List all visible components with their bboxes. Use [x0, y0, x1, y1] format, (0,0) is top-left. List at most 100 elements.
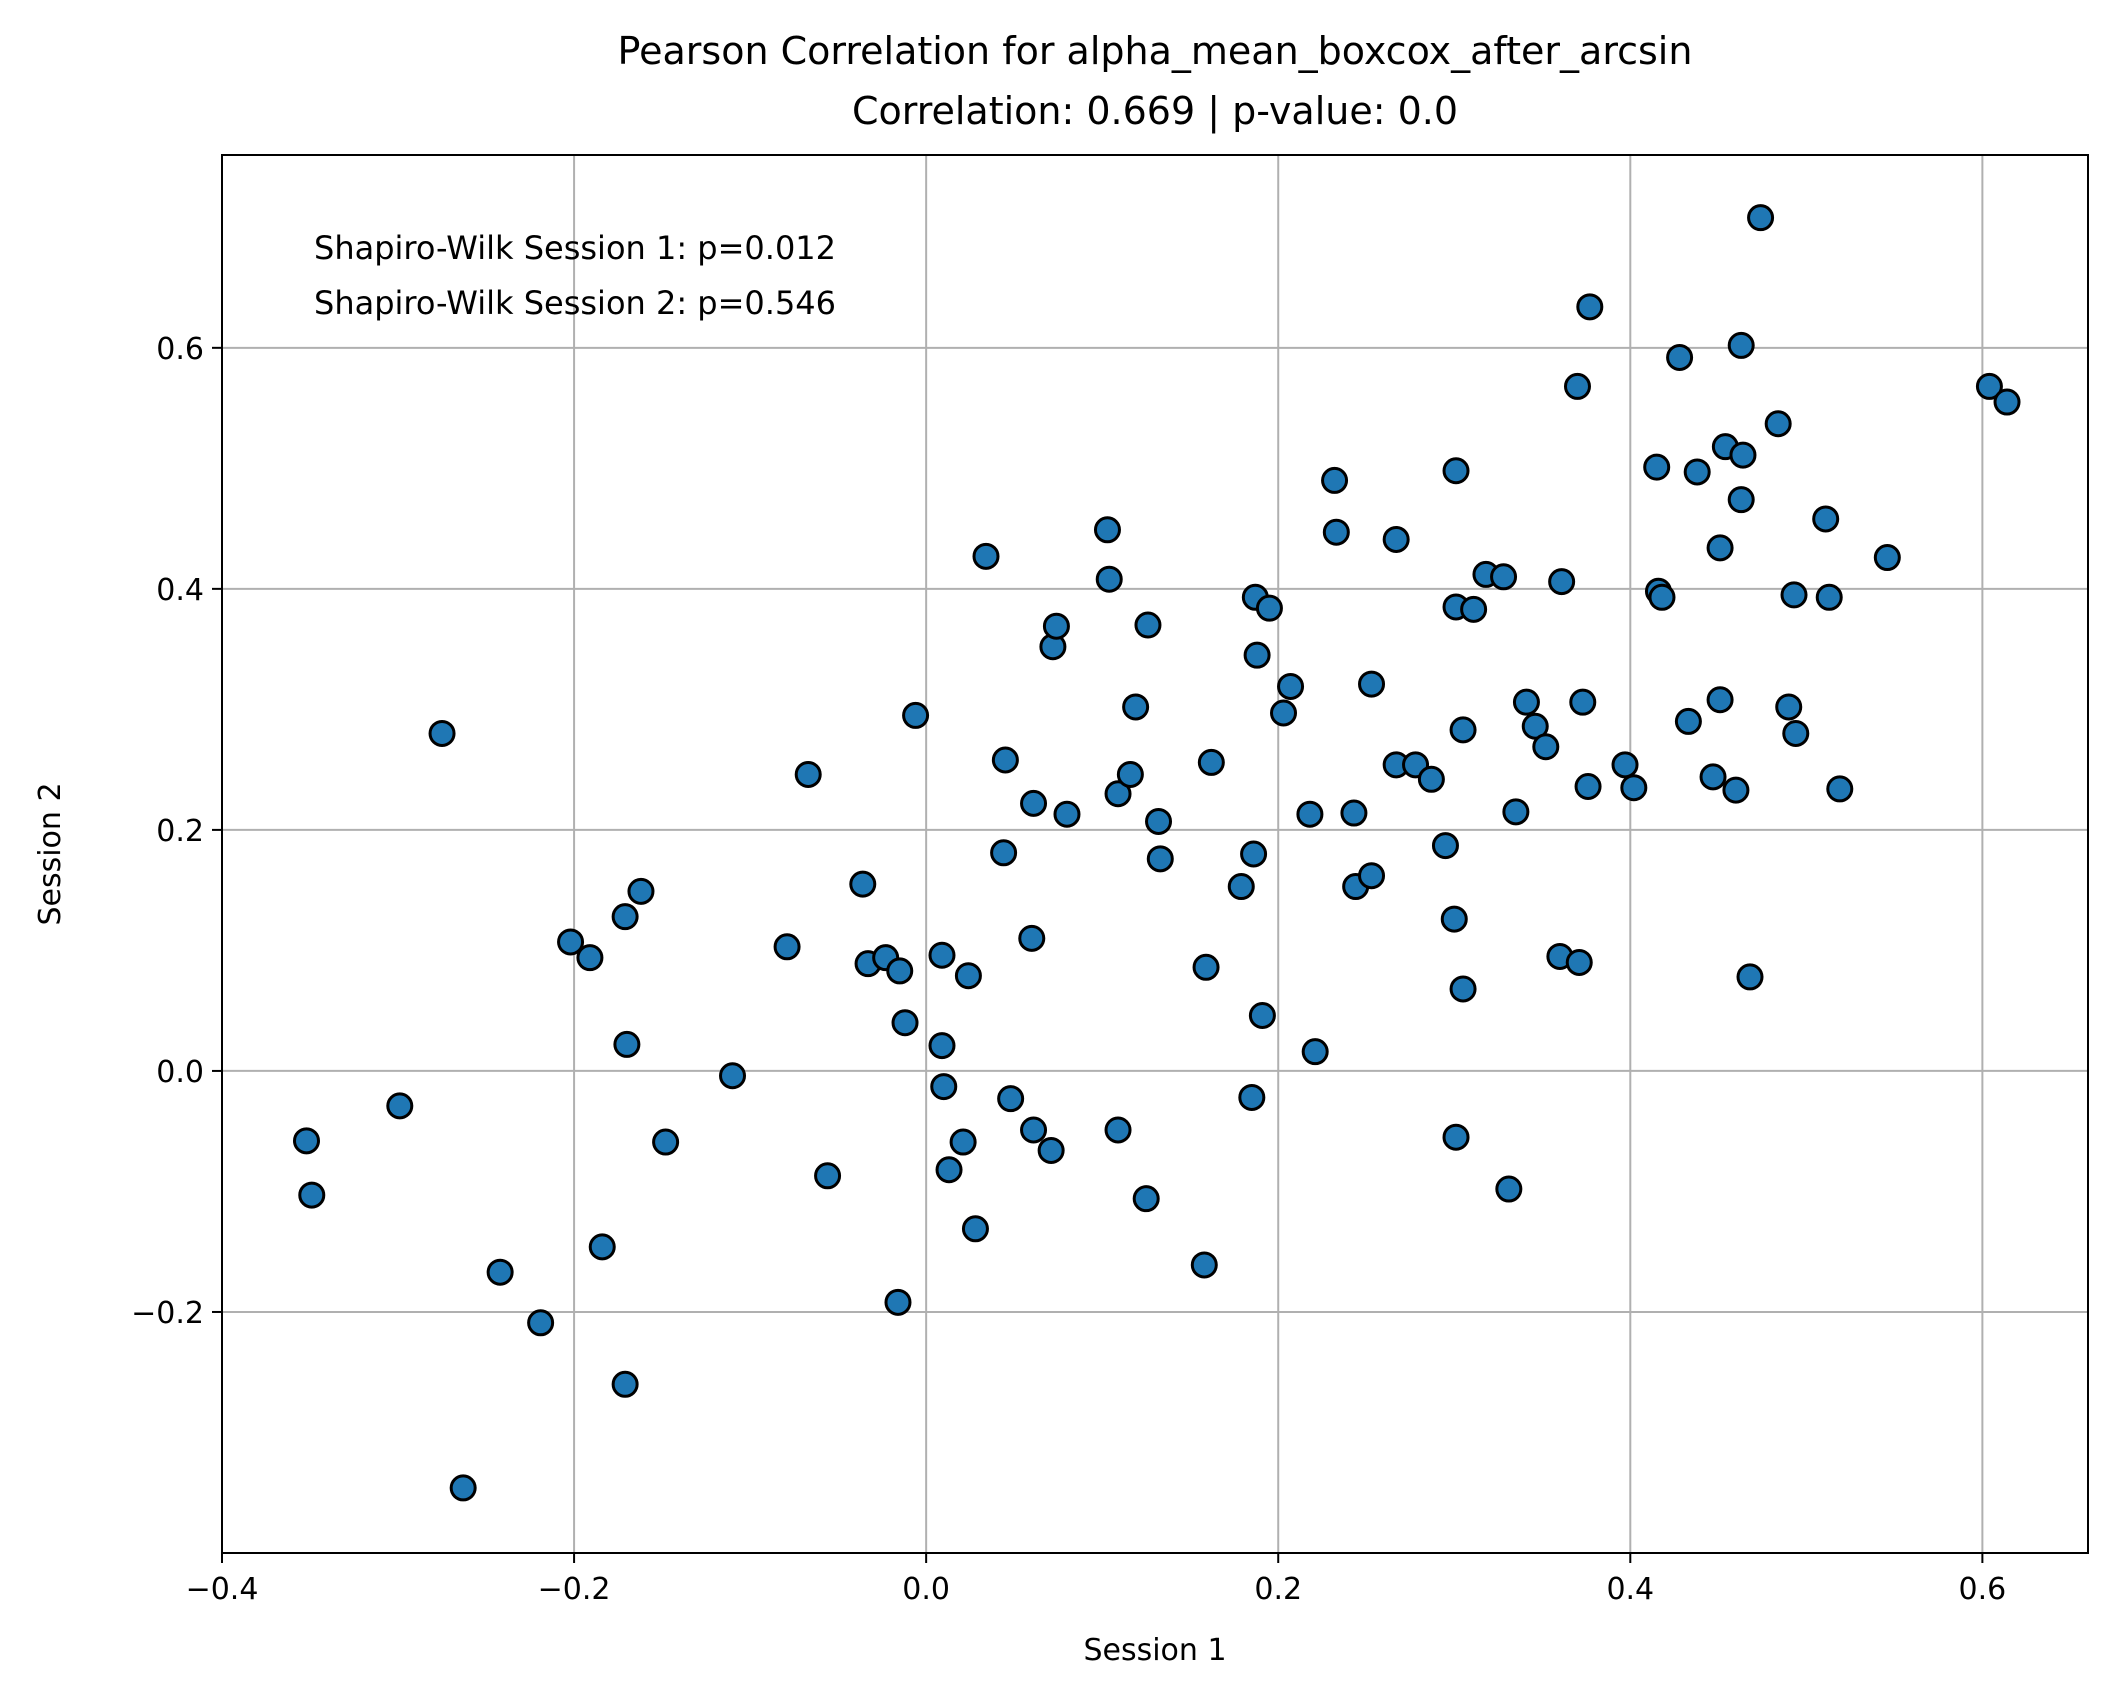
- data-point: [1255, 594, 1283, 622]
- axis-ticks: −0.4 −0.2 0.0 0.2 0.4 0.6 −0.2 0.0 0.2 0.4 0.6: [131, 332, 2006, 1607]
- data-point: [1975, 372, 2003, 400]
- data-point: [588, 1233, 616, 1261]
- data-point: [1699, 763, 1727, 791]
- data-point: [449, 1474, 477, 1502]
- data-point: [1643, 453, 1671, 481]
- data-point: [991, 746, 1019, 774]
- chart-subtitle: Correlation: 0.669 | p-value: 0.0: [852, 89, 1458, 134]
- data-point: [292, 1127, 320, 1155]
- data-point: [613, 1030, 641, 1058]
- data-point: [1729, 441, 1757, 469]
- data-point: [1037, 1136, 1065, 1164]
- data-point: [1018, 924, 1046, 952]
- data-point: [557, 928, 585, 956]
- data-point: [1382, 525, 1410, 553]
- data-point: [652, 1128, 680, 1156]
- data-point: [1706, 686, 1734, 714]
- data-point: [1764, 410, 1792, 438]
- data-point: [1440, 905, 1468, 933]
- data-point: [1574, 773, 1602, 801]
- data-point: [1548, 568, 1576, 596]
- data-point: [298, 1181, 326, 1209]
- data-point: [814, 1162, 842, 1190]
- data-point: [1322, 518, 1350, 546]
- data-point: [1736, 963, 1764, 991]
- data-point: [1122, 693, 1150, 721]
- grid-lines: [221, 155, 2088, 1553]
- y-tick-label: 0.4: [156, 573, 204, 608]
- data-point: [1826, 775, 1854, 803]
- data-point: [849, 870, 877, 898]
- data-point: [527, 1309, 555, 1337]
- data-point: [1782, 719, 1810, 747]
- data-point: [1674, 707, 1702, 735]
- data-point: [1417, 765, 1445, 793]
- data-point: [1706, 534, 1734, 562]
- x-tick-label: −0.2: [538, 1572, 611, 1607]
- data-point: [1565, 948, 1593, 976]
- data-point: [1238, 1083, 1266, 1111]
- data-point: [1521, 712, 1549, 740]
- data-point: [1240, 840, 1268, 868]
- data-point: [1815, 583, 1843, 611]
- x-tick-label: 0.4: [1606, 1572, 1654, 1607]
- data-point: [428, 719, 456, 747]
- x-tick-label: −0.4: [186, 1572, 259, 1607]
- data-point: [954, 962, 982, 990]
- y-tick-label: 0.6: [156, 332, 204, 367]
- y-tick-label: −0.2: [131, 1296, 204, 1331]
- data-point: [1134, 611, 1162, 639]
- data-point: [1020, 1116, 1048, 1144]
- data-point: [1146, 845, 1174, 873]
- data-point: [1358, 862, 1386, 890]
- data-point: [1502, 798, 1530, 826]
- data-point: [486, 1258, 514, 1286]
- data-point: [1648, 583, 1676, 611]
- y-axis-label: Session 2: [33, 782, 68, 925]
- data-point: [1620, 774, 1648, 802]
- data-point: [972, 542, 1000, 570]
- data-point: [884, 1288, 912, 1316]
- data-point: [1442, 1123, 1470, 1151]
- data-point: [1093, 516, 1121, 544]
- data-point: [1042, 612, 1070, 640]
- data-point: [1277, 672, 1305, 700]
- data-point: [1095, 565, 1123, 593]
- data-point: [1449, 716, 1477, 744]
- data-point: [1116, 760, 1144, 788]
- data-point: [1576, 293, 1604, 321]
- data-point: [1460, 595, 1488, 623]
- data-point: [611, 903, 639, 931]
- data-point: [576, 944, 604, 972]
- annotation-shapiro-session-1: Shapiro-Wilk Session 1: p=0.012: [314, 229, 836, 267]
- data-point: [1812, 505, 1840, 533]
- data-point: [1532, 733, 1560, 761]
- data-point: [1727, 331, 1755, 359]
- data-point: [1321, 466, 1349, 494]
- annotation-shapiro-session-2: Shapiro-Wilk Session 2: p=0.546: [314, 284, 836, 322]
- y-tick-label: 0.0: [156, 1055, 204, 1090]
- data-point: [928, 941, 956, 969]
- data-point: [1145, 807, 1173, 835]
- data-point: [961, 1215, 989, 1243]
- data-point: [1358, 670, 1386, 698]
- x-tick-label: 0.0: [902, 1572, 950, 1607]
- data-point: [1611, 751, 1639, 779]
- data-point: [1104, 1116, 1132, 1144]
- data-point: [1301, 1038, 1329, 1066]
- data-point: [1727, 486, 1755, 514]
- data-point: [1020, 789, 1048, 817]
- data-point: [1190, 1251, 1218, 1279]
- data-point: [1192, 953, 1220, 981]
- data-point: [719, 1062, 747, 1090]
- data-point: [1296, 800, 1324, 828]
- data-point: [1243, 641, 1271, 669]
- data-point: [773, 933, 801, 961]
- data-point: [1053, 800, 1081, 828]
- data-point: [1569, 688, 1597, 716]
- data-point: [1490, 563, 1518, 591]
- data-point: [1780, 581, 1808, 609]
- data-point: [886, 957, 914, 985]
